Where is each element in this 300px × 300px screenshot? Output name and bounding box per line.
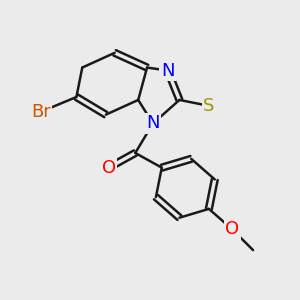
Text: Br: Br — [31, 103, 51, 121]
Text: O: O — [102, 159, 116, 177]
Text: S: S — [203, 97, 214, 115]
Text: N: N — [146, 115, 160, 133]
Text: N: N — [161, 61, 174, 80]
Text: O: O — [225, 220, 239, 238]
